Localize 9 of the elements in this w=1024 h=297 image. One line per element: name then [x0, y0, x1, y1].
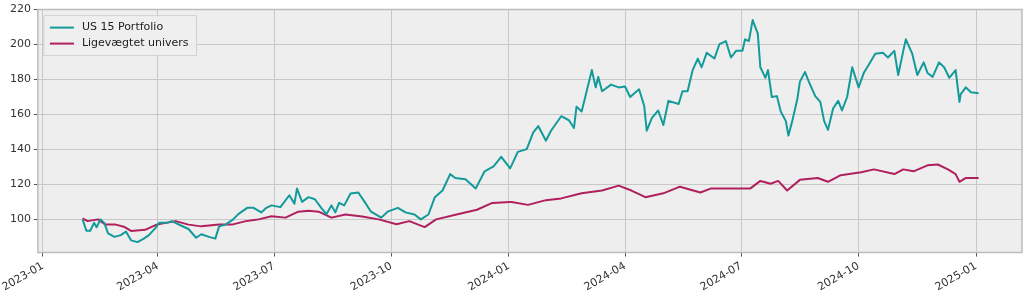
legend-label: Ligevægtet univers [81, 36, 189, 50]
y-tick-label: 140 [9, 142, 31, 156]
y-tick-label: 220 [9, 2, 31, 16]
y-tick-label: 100 [9, 212, 31, 226]
y-tick-label: 120 [9, 177, 31, 191]
y-tick-label: 200 [9, 37, 31, 51]
y-tick-label: 160 [9, 107, 31, 121]
y-tick-label: 180 [9, 72, 31, 86]
legend-label: US 15 Portfolio [81, 20, 164, 34]
